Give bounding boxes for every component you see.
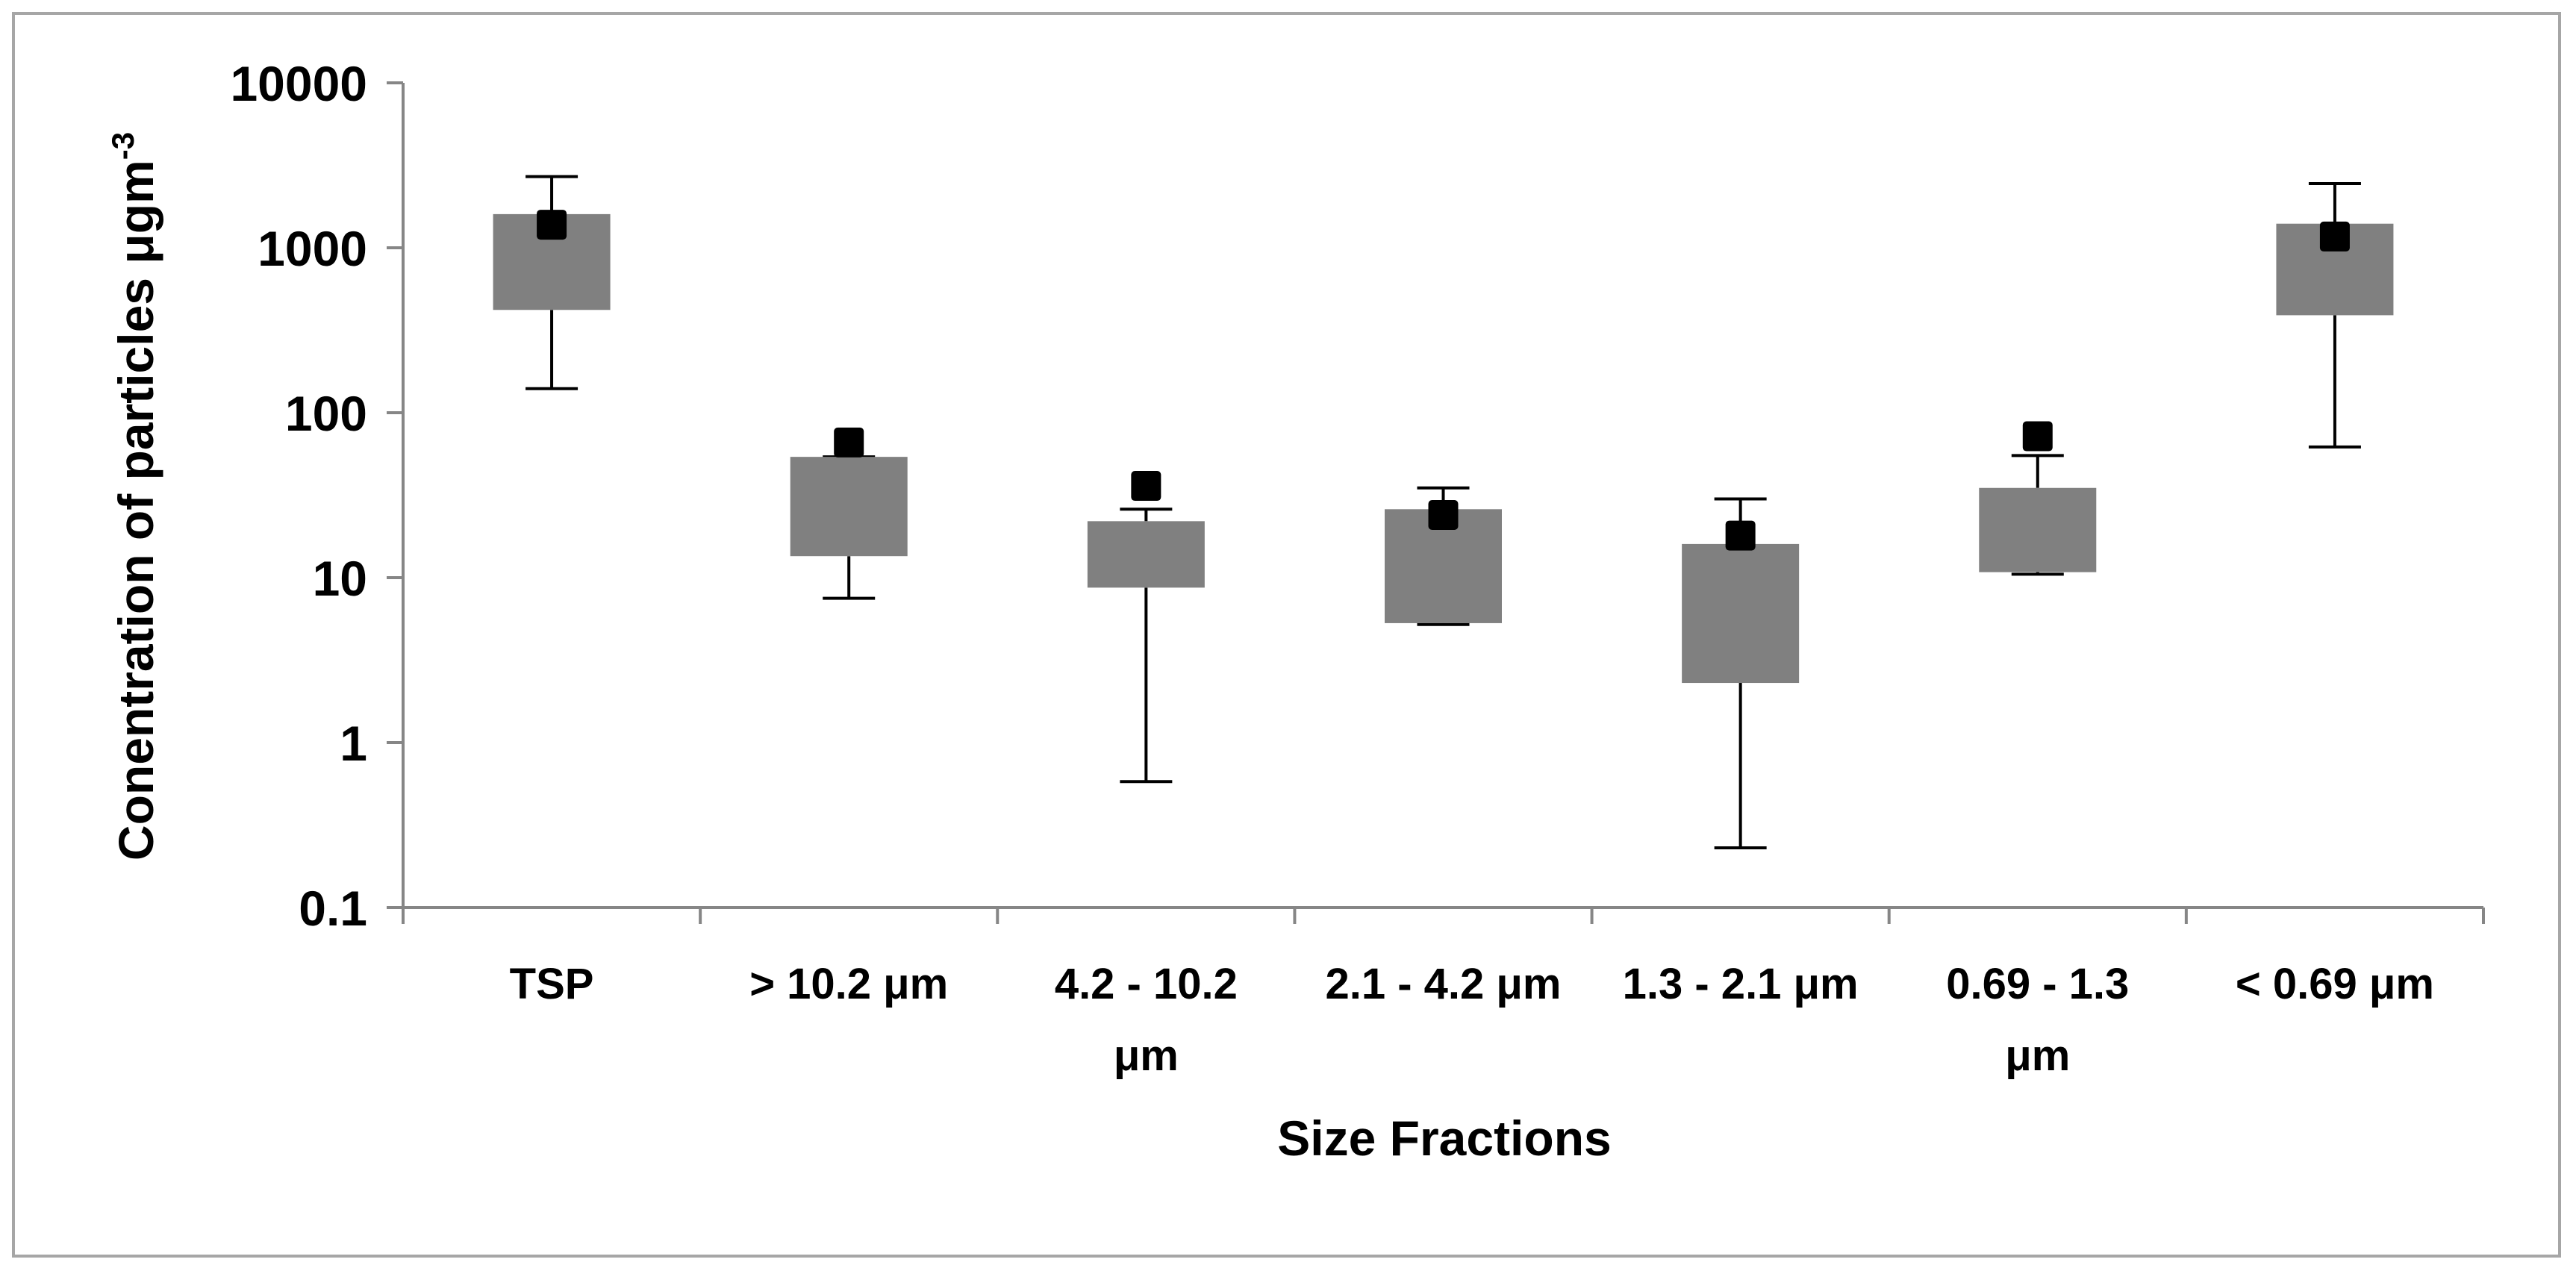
box-group <box>1385 486 1502 626</box>
y-tick-label: 100 <box>285 386 367 441</box>
mean-marker <box>1428 499 1459 530</box>
mean-marker <box>2022 421 2053 452</box>
box-rect <box>1087 521 1205 588</box>
box-group <box>493 175 611 390</box>
box-rect <box>1979 487 2097 572</box>
y-tick-label: 1 <box>340 716 367 771</box>
y-tick-label: 0.1 <box>299 881 367 936</box>
x-axis-title: Size Fractions <box>1277 1111 1611 1166</box>
box-group <box>1087 471 1205 784</box>
mean-marker <box>2319 221 2350 252</box>
box-group <box>1682 497 1800 850</box>
y-tick-label: 10 <box>313 551 367 606</box>
x-tick-label: TSP <box>510 960 594 1008</box>
box-rect <box>1682 543 1800 684</box>
x-tick-label: > 10.2 μm <box>749 960 948 1008</box>
box-group <box>1979 421 2097 576</box>
box-rect <box>790 457 908 557</box>
mean-marker <box>537 210 567 240</box>
y-tick-label: 1000 <box>258 221 367 276</box>
x-tick-label: 0.69 - 1.3 μm <box>1946 960 2129 1080</box>
y-axis-title: Conentration of particles μgm-3 <box>105 132 163 861</box>
x-tick-label: < 0.69 μm <box>2236 960 2434 1008</box>
y-tick-label: 10000 <box>230 56 367 111</box>
chart-area: 0.1 1 10 100 1000 10000 TSP > 10.2 μm 4.2 - 10.2… <box>12 12 2561 1258</box>
box-plot-chart: 0.1 1 10 100 1000 10000 TSP > 10.2 μm 4.2 - 10.2… <box>105 56 2485 1166</box>
x-tick-label: 1.3 - 2.1 μm <box>1623 960 1859 1008</box>
mean-marker <box>1725 520 1756 551</box>
x-tick-label: 4.2 - 10.2 μm <box>1055 960 1238 1080</box>
x-tick-label: 2.1 - 4.2 μm <box>1326 960 1562 1008</box>
mean-marker <box>834 427 864 458</box>
box-group <box>790 427 908 600</box>
box-group <box>2276 181 2394 449</box>
mean-marker <box>1131 471 1161 502</box>
